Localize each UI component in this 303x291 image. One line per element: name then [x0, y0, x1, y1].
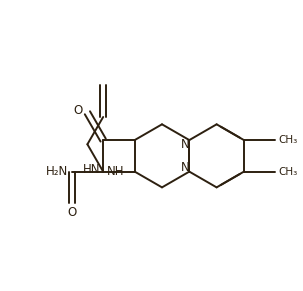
- Text: O: O: [73, 104, 82, 117]
- Text: N: N: [181, 161, 190, 174]
- Text: H₂N: H₂N: [45, 165, 68, 178]
- Text: N: N: [181, 138, 190, 150]
- Text: O: O: [67, 206, 76, 219]
- Text: NH: NH: [107, 165, 125, 178]
- Text: HN: HN: [83, 163, 100, 176]
- Text: CH₃: CH₃: [278, 167, 298, 177]
- Text: CH₃: CH₃: [278, 135, 298, 145]
